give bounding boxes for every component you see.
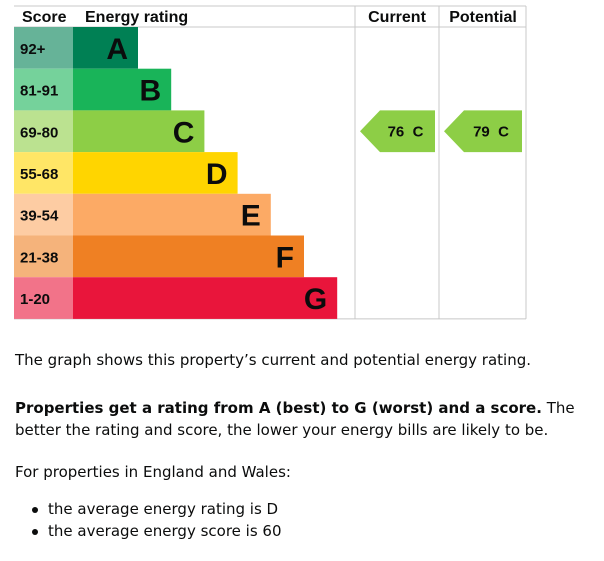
- list-item: the average energy rating is D: [15, 498, 282, 520]
- score-cell-f: [14, 235, 73, 278]
- rating-bar-e: [73, 193, 271, 236]
- chart-description: The graph shows this property’s current …: [15, 351, 531, 369]
- potential-rating-arrow: [444, 110, 522, 153]
- score-range-label: 21-38: [20, 249, 58, 266]
- score-range-label: 81-91: [20, 83, 58, 100]
- rating-letter-g: G: [304, 283, 327, 316]
- average-rating-text: the average energy rating is D: [48, 500, 279, 518]
- energy-rating-column-header: Energy rating: [85, 9, 188, 26]
- score-range-label: 69-80: [20, 124, 58, 141]
- rating-bar-g: [73, 277, 338, 319]
- score-cell-e: [14, 193, 73, 236]
- rating-letter-e: E: [241, 200, 261, 233]
- rating-letter-b: B: [140, 75, 162, 108]
- rating-letter-c: C: [173, 116, 195, 149]
- potential-rating-label: 79 C: [473, 123, 509, 140]
- rating-explanation-bold: Properties get a rating from A (best) to…: [15, 399, 542, 417]
- current-rating-arrow: [360, 110, 435, 153]
- score-range-label: 39-54: [20, 208, 59, 225]
- score-column-header: Score: [22, 9, 67, 26]
- rating-markers: 76 C 79 C: [360, 110, 522, 153]
- current-column-header: Current: [368, 9, 426, 26]
- rating-explanation-rest: The better the rating and score, the low…: [15, 399, 575, 439]
- region-note: For properties in England and Wales:: [15, 463, 291, 481]
- score-cell-d: [14, 152, 73, 194]
- rating-bar-d: [73, 152, 238, 194]
- rating-bar-f: [73, 235, 304, 278]
- rating-bar-b: [73, 68, 172, 111]
- potential-column-header: Potential: [449, 9, 517, 26]
- average-score-text: the average energy score is 60: [48, 522, 282, 540]
- score-cell-g: [14, 277, 73, 319]
- current-rating-label: 76 C: [388, 123, 424, 140]
- energy-rating-chart: 92+ A81-91 B69-80 C55-68 D39-54 E21-38 F1-20 G …: [14, 5, 527, 320]
- score-range-label: 55-68: [20, 166, 58, 183]
- bullet-icon: [32, 507, 38, 513]
- rating-letter-d: D: [206, 158, 228, 191]
- rating-letter-a: A: [106, 33, 128, 66]
- score-cell-b: [14, 68, 73, 111]
- bullet-icon: [32, 529, 38, 535]
- rating-bar-c: [73, 110, 205, 153]
- score-cell-c: [14, 110, 73, 153]
- averages-list: the average energy rating is D the avera…: [15, 498, 282, 542]
- score-cell-a: [14, 27, 73, 69]
- rating-letter-f: F: [276, 241, 294, 274]
- rating-bands: 92+ A 81-91 B 69-80 C 55-68 D 39-54 E 21-38 F 1-20 G: [14, 27, 338, 319]
- score-range-label: 1-20: [20, 291, 50, 308]
- rating-bar-a: [73, 27, 138, 69]
- rating-explanation: Properties get a rating from A (best) to…: [15, 397, 585, 441]
- list-item: the average energy score is 60: [15, 520, 282, 542]
- score-range-label: 92+: [20, 41, 46, 58]
